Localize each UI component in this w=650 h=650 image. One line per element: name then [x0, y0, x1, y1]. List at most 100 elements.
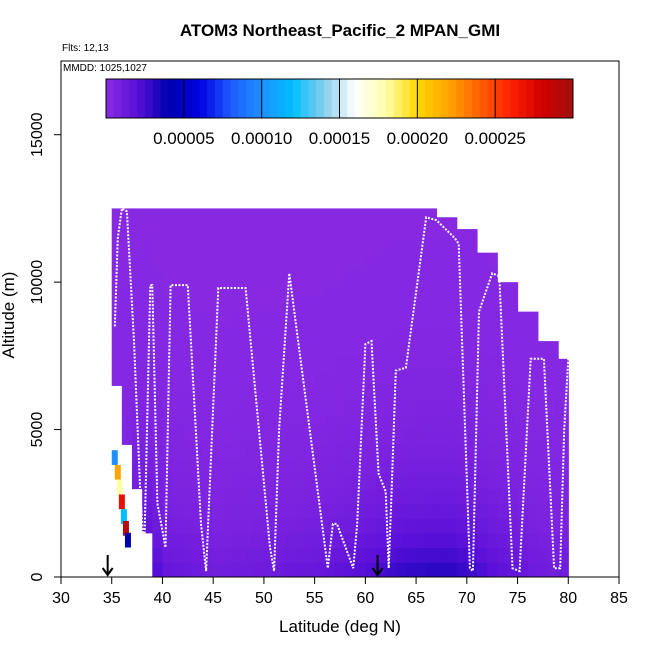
heatmap-cell: [365, 503, 377, 519]
heatmap-cell: [274, 547, 285, 563]
heatmap-cell: [456, 547, 468, 563]
heatmap-cell: [537, 429, 549, 445]
heatmap-cell: [213, 488, 224, 504]
heatmap-cell: [436, 473, 448, 490]
heatmap-cell: [476, 444, 488, 460]
colorbar-cell: [222, 79, 232, 118]
heatmap-cell: [233, 459, 245, 475]
heatmap-cell: [476, 267, 488, 283]
heatmap-cell: [284, 326, 295, 342]
heatmap-cell: [172, 562, 184, 577]
heatmap-cell: [203, 208, 214, 224]
heatmap-cell: [558, 518, 569, 534]
colorbar-cell: [518, 79, 527, 118]
heatmap-cell: [152, 355, 164, 372]
heatmap-cell: [385, 444, 397, 460]
heatmap-cell: [274, 503, 285, 519]
colorbar-cell: [510, 79, 520, 118]
heatmap-cell: [446, 217, 458, 224]
heatmap-cell: [152, 223, 164, 239]
heatmap-cell: [314, 532, 326, 549]
heatmap-cell: [111, 326, 123, 342]
heatmap-cell: [476, 547, 488, 563]
heatmap-cell: [487, 252, 498, 268]
heatmap-cell: [324, 444, 336, 460]
heatmap-cell: [507, 473, 519, 490]
heatmap-cell: [142, 341, 153, 357]
heatmap-cell: [314, 488, 326, 504]
heatmap-cell: [263, 311, 275, 327]
heatmap-cell: [243, 562, 255, 577]
heatmap-cell: [152, 414, 164, 431]
heatmap-cell: [497, 473, 508, 490]
heatmap-cell: [476, 355, 488, 372]
heatmap-cell: [182, 459, 194, 475]
heatmap-cell: [334, 414, 346, 431]
heatmap-cell: [152, 296, 164, 313]
heatmap-cell: [192, 414, 204, 431]
heatmap-cell: [223, 282, 235, 298]
heatmap-cell: [436, 223, 448, 239]
heatmap-cell: [263, 532, 275, 549]
heatmap-cell: [142, 414, 153, 431]
heatmap-cell: [385, 208, 397, 224]
heatmap-cell: [253, 459, 265, 475]
heatmap-cell: [192, 562, 204, 577]
mmdd-label: MMDD: 1025,1027: [63, 63, 147, 74]
heatmap-cell: [111, 341, 123, 357]
heatmap-cell: [263, 296, 275, 313]
heatmap-cell: [223, 311, 235, 327]
heatmap-cell: [375, 459, 387, 475]
heatmap-cell: [213, 459, 224, 475]
heatmap-cell: [558, 532, 569, 549]
heatmap-cell: [263, 355, 275, 372]
heatmap-cell: [405, 223, 417, 239]
heatmap-cell: [121, 237, 133, 254]
heatmap-cell: [405, 518, 417, 534]
heatmap-cell: [334, 326, 346, 342]
heatmap-cell: [223, 518, 235, 534]
heatmap-cell: [345, 547, 356, 563]
heatmap-cell: [476, 473, 488, 490]
heatmap-cell: [223, 385, 235, 401]
heatmap-cell: [172, 488, 184, 504]
heatmap-cell: [365, 341, 377, 357]
heatmap-cell: [547, 341, 559, 357]
heatmap-cell: [436, 532, 448, 549]
heatmap-cell: [314, 562, 326, 577]
heatmap-cell: [284, 341, 295, 357]
heatmap-cell: [527, 326, 539, 342]
heatmap-cell: [132, 459, 143, 475]
heatmap-cell: [334, 547, 346, 563]
heatmap-cell: [355, 532, 366, 549]
heatmap-cell: [182, 385, 194, 401]
heatmap-cell: [497, 400, 508, 416]
heatmap-cell: [172, 223, 184, 239]
heatmap-cell: [395, 326, 407, 342]
heatmap-cell: [294, 341, 306, 357]
heatmap-cell: [294, 208, 306, 224]
heatmap-cell: [466, 459, 478, 475]
heatmap-cell: [203, 429, 214, 445]
heatmap-cell: [365, 400, 377, 416]
heatmap-cell: [314, 473, 326, 490]
heatmap-cell: [517, 503, 529, 519]
heatmap-cell: [182, 488, 194, 504]
heatmap-cell: [537, 518, 549, 534]
heatmap-cell: [314, 296, 326, 313]
colorbar-cell: [362, 79, 372, 118]
heatmap-cell: [345, 370, 356, 386]
colorbar-cell: [487, 79, 496, 118]
heatmap-cell: [263, 223, 275, 239]
heatmap-cell: [547, 385, 559, 401]
heatmap-cell: [487, 488, 498, 504]
heatmap-cell: [375, 208, 387, 224]
heatmap-cell: [213, 370, 224, 386]
heatmap-cell: [436, 547, 448, 563]
heatmap-cell: [121, 311, 133, 327]
heatmap-cell: [192, 267, 204, 283]
heatmap-cell: [243, 547, 255, 563]
heatmap-cell: [497, 547, 508, 563]
heatmap-cell: [142, 326, 153, 342]
x-tick-label: 30: [52, 590, 70, 607]
